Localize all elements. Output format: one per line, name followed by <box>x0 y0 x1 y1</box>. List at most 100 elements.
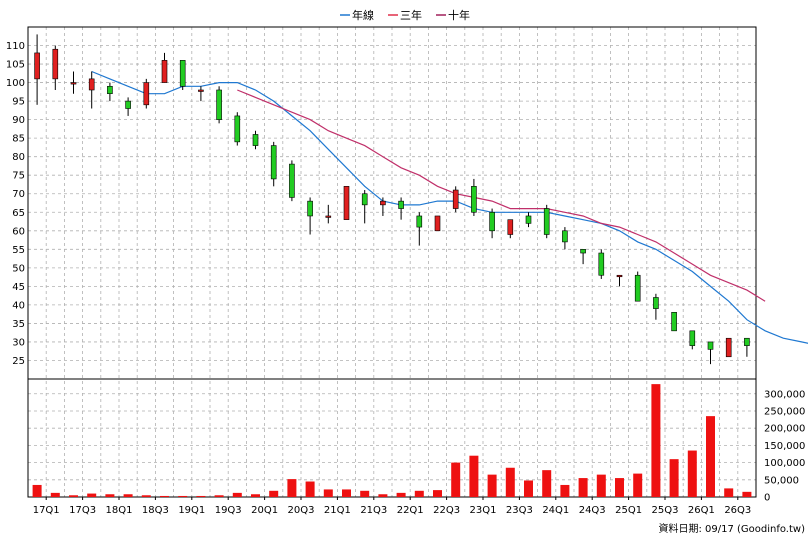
volume-bar <box>69 495 78 497</box>
x-tick-label: 18Q1 <box>106 505 133 516</box>
candle-body <box>434 215 441 232</box>
candle-body <box>361 193 368 206</box>
x-tick-label: 21Q1 <box>324 505 351 516</box>
candle-body <box>198 89 204 92</box>
candle-body <box>234 115 241 143</box>
candle-body <box>107 85 113 94</box>
volume-bar <box>596 474 606 497</box>
volume-bar <box>742 491 752 497</box>
x-tick-label: 25Q3 <box>652 505 679 516</box>
x-tick-label: 17Q3 <box>69 505 96 516</box>
volume-bar <box>269 490 279 497</box>
volume-bar <box>469 455 479 497</box>
volume-bar <box>323 489 333 497</box>
price-tick-label: 65 <box>12 208 25 219</box>
candle-body <box>307 200 313 217</box>
volume-bar <box>342 489 351 497</box>
x-tick-label: 19Q1 <box>178 505 205 516</box>
candle-body <box>398 200 404 209</box>
volume-bar <box>32 484 42 497</box>
x-tick-label: 20Q1 <box>251 505 278 516</box>
volume-tick-label: 150,000 <box>764 441 805 452</box>
volume-bar <box>414 490 424 497</box>
volume-bar <box>578 478 588 497</box>
volume-bar <box>214 495 224 497</box>
volume-bar <box>433 490 442 497</box>
candle-body <box>270 145 277 180</box>
candle-body <box>216 89 222 120</box>
price-tick-label: 105 <box>6 60 25 71</box>
candle-body <box>543 208 550 235</box>
candle-body <box>562 230 568 243</box>
candle-body <box>489 211 495 232</box>
x-tick-label: 21Q3 <box>360 505 387 516</box>
volume-bar <box>251 494 260 497</box>
volume-bar <box>87 493 97 497</box>
price-tick-label: 30 <box>12 337 25 348</box>
candle-body <box>289 163 295 198</box>
price-tick-label: 50 <box>12 263 25 274</box>
volume-bar <box>287 479 297 497</box>
ma-line <box>237 89 766 302</box>
volume-bar <box>487 474 497 497</box>
candle-body <box>143 82 150 106</box>
candle-body <box>634 274 641 302</box>
plot-border <box>27 26 757 498</box>
candle-body <box>161 60 168 83</box>
volume-bar <box>360 490 370 497</box>
volume-tick-label: 50,000 <box>764 475 799 486</box>
candle-body <box>52 48 59 80</box>
candle-body <box>179 60 186 87</box>
plot-area: 25 30 35 40 45 50 55 60 65 70 75 80 85 90 95 100 105 110 0… <box>6 26 808 516</box>
candle-body <box>598 252 605 276</box>
price-tick-label: 95 <box>12 97 25 108</box>
candle-body <box>471 186 477 213</box>
volume-tick-label: 200,000 <box>764 424 805 435</box>
candle-body <box>34 52 40 80</box>
candle-body <box>689 330 696 346</box>
price-tick-label: 40 <box>12 300 25 311</box>
x-tick-label: 22Q3 <box>433 505 460 516</box>
volume-bar <box>305 481 315 497</box>
volume-bar <box>542 470 552 497</box>
volume-bar <box>451 462 461 497</box>
candle-body <box>507 219 514 235</box>
x-tick-label: 19Q3 <box>215 505 242 516</box>
price-tick-label: 110 <box>6 41 25 52</box>
price-tick-label: 45 <box>12 282 25 293</box>
x-tick-label: 26Q3 <box>724 505 751 516</box>
x-tick-label: 23Q1 <box>470 505 497 516</box>
candle-body <box>580 249 586 254</box>
candle-body <box>671 312 677 332</box>
volume-bar <box>633 473 643 497</box>
footer-source: 資料日期: 09/17 (Goodinfo.tw) <box>658 522 805 535</box>
volume-bar <box>160 495 169 497</box>
volume-bar <box>651 384 661 497</box>
candle-body <box>325 215 332 218</box>
volume-bar <box>123 494 133 497</box>
x-tick-label: 25Q1 <box>615 505 642 516</box>
volume-bar <box>50 492 60 497</box>
x-tick-label: 17Q1 <box>33 505 60 516</box>
volume-bar <box>141 495 151 497</box>
volume-bar <box>396 492 406 497</box>
candle-body <box>252 134 259 146</box>
volume-bar <box>615 478 624 497</box>
volume-bar <box>232 492 242 497</box>
volume-tick-label: 250,000 <box>764 406 805 417</box>
volume-bar <box>669 459 679 497</box>
candle-body <box>88 78 95 91</box>
volume-tick-label: 300,000 <box>764 389 805 400</box>
legend: 年線 三年 十年 <box>340 8 470 22</box>
price-tick-label: 60 <box>12 226 25 237</box>
candle-body <box>725 337 732 358</box>
volume-bar <box>105 494 115 497</box>
volume-tick-label: 100,000 <box>764 458 805 469</box>
volume-bar <box>724 488 734 497</box>
price-tick-label: 25 <box>12 356 25 367</box>
legend-label-1: 三年 <box>400 8 422 22</box>
volume-tick-label: 0 <box>764 493 770 504</box>
volume-bar <box>706 416 715 497</box>
candle-body <box>744 337 750 346</box>
